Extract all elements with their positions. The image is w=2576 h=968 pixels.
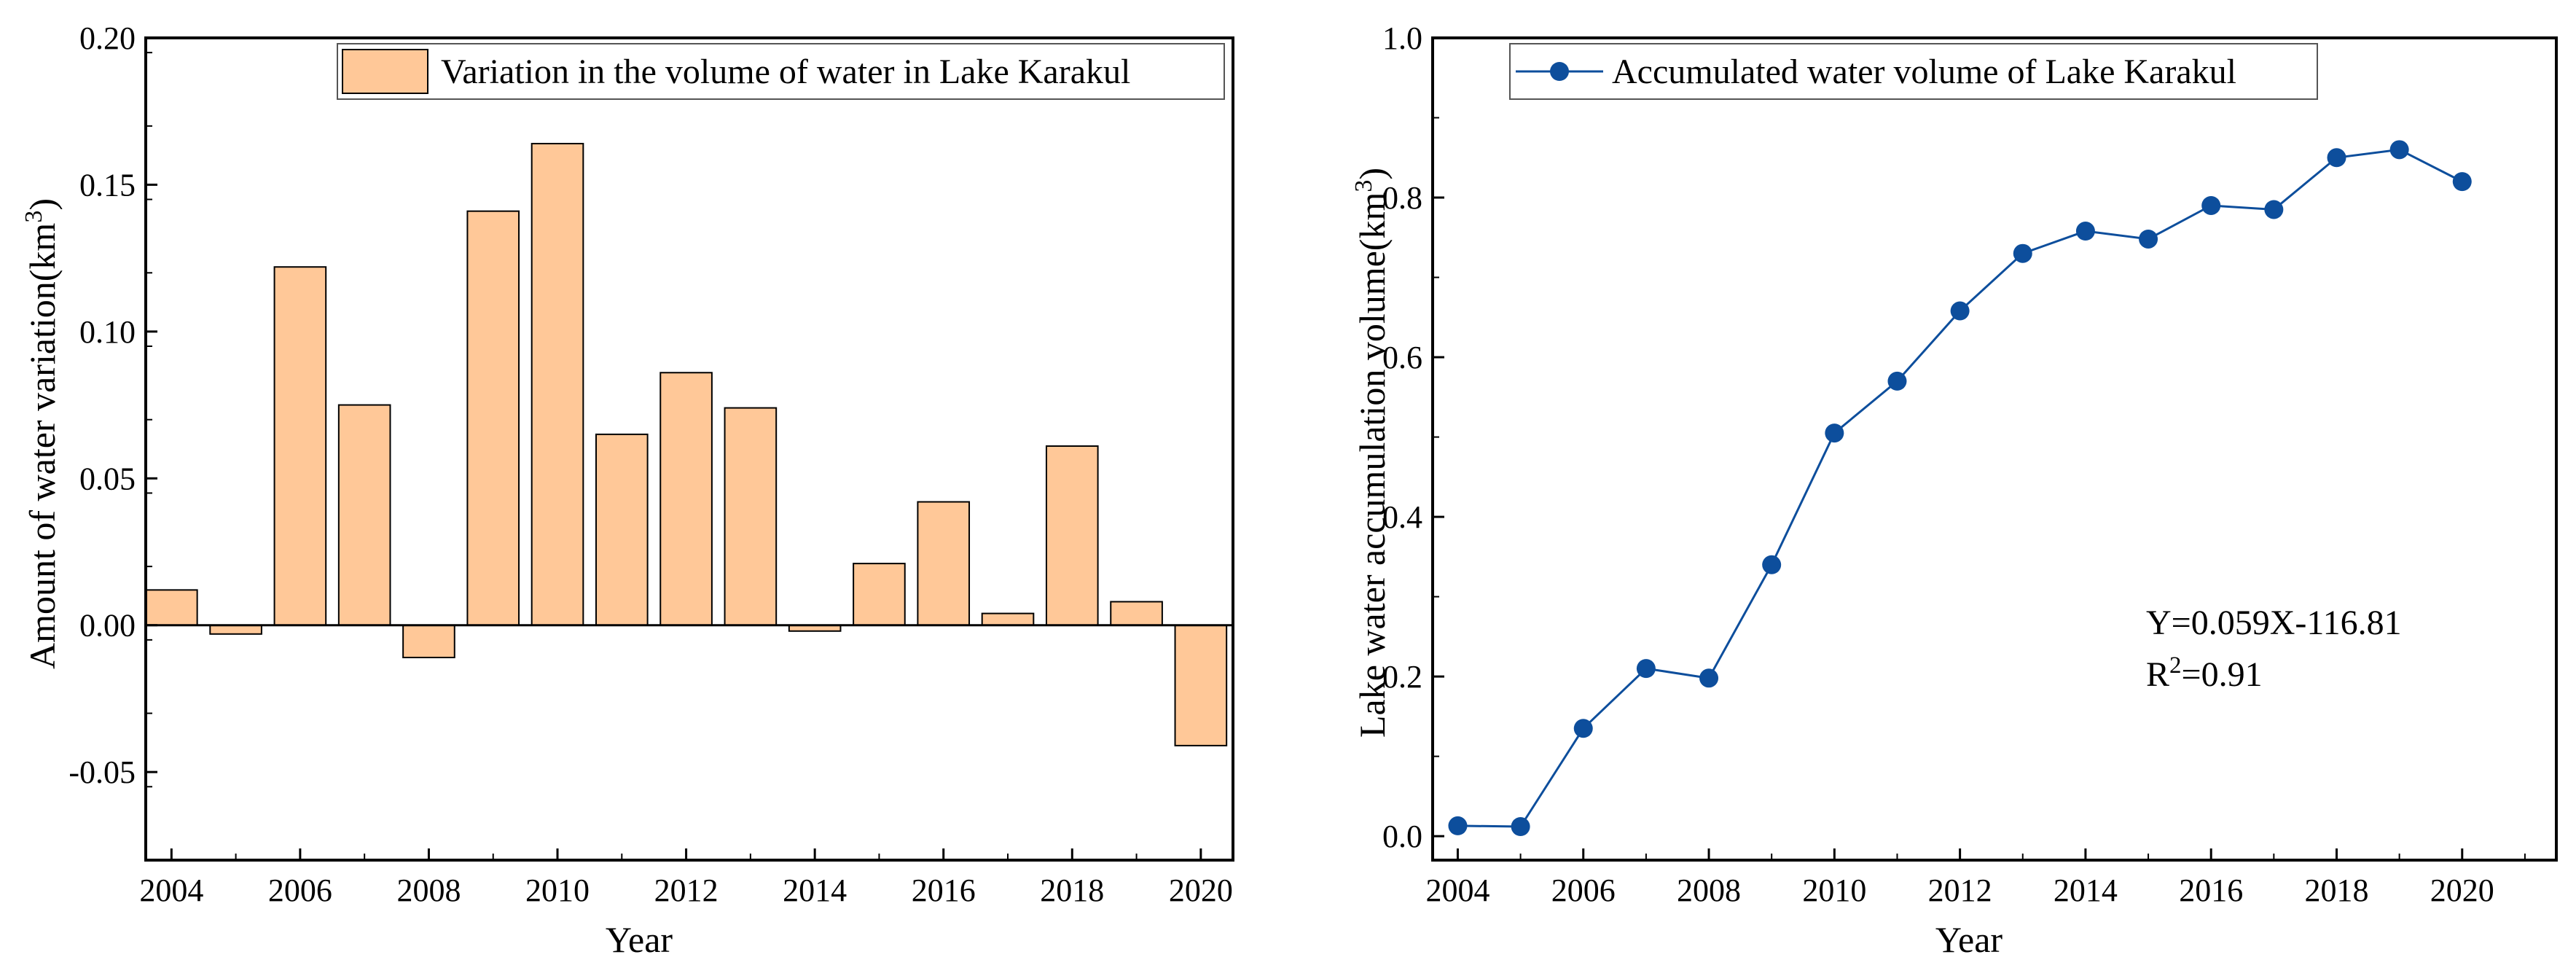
right-legend-box [1509, 43, 2318, 100]
right-points [1448, 140, 2472, 837]
bar-2006 [273, 266, 327, 626]
point-2010 [1825, 424, 1844, 443]
left-y-tick-label: 0.20 [79, 20, 136, 56]
right-x-ticks: 2004 2006 2008 2010 2012 2014 2016 2018 2020 [1425, 848, 2526, 908]
left-y-title-main: Amount of water variation(km [22, 223, 63, 669]
point-2012 [1950, 301, 1970, 321]
bar-2008 [402, 624, 455, 659]
left-legend-swatch [342, 49, 428, 94]
left-y-tick-label: 0.05 [79, 461, 136, 496]
point-2005 [1511, 817, 1530, 837]
right-legend: Accumulated water volume of Lake Karakul [1509, 43, 2318, 100]
right-x-axis-title: Year [1935, 919, 2003, 960]
right-y-title-sup: 3 [1350, 180, 1377, 192]
left-y-title-close: ) [22, 198, 63, 211]
right-x-tick-label: 2020 [2430, 873, 2494, 908]
bar-2005 [209, 624, 262, 635]
bar-2019 [1110, 601, 1163, 626]
left-x-tick-label: 2014 [783, 873, 847, 908]
bar-2010 [531, 143, 584, 626]
right-x-tick-label: 2006 [1551, 873, 1616, 908]
bar-2015 [853, 563, 906, 626]
left-x-tick-label: 2004 [139, 873, 203, 908]
left-x-tick-label: 2008 [396, 873, 461, 908]
left-plot-frame [144, 36, 1234, 862]
point-2020 [2452, 172, 2472, 192]
right-r-squared: R2=0.91 [2146, 652, 2263, 694]
bar-2004 [145, 589, 198, 626]
left-x-ticks: 2004 2006 2008 2010 2012 2014 2016 2018 2020 [139, 848, 1233, 908]
bar-2020 [1174, 624, 1228, 746]
right-x-tick-label: 2012 [1928, 873, 1992, 908]
right-x-tick-label: 2008 [1677, 873, 1741, 908]
left-x-tick-label: 2018 [1040, 873, 1104, 908]
right-plot-frame [1431, 36, 2558, 862]
point-2015 [2139, 229, 2158, 249]
right-y-tick-label: 0.4 [1382, 499, 1422, 535]
bar-2007 [337, 404, 391, 626]
point-2016 [2201, 195, 2221, 215]
right-x-tick-label: 2014 [2054, 873, 2118, 908]
point-2008 [1699, 668, 1719, 688]
left-y-tick-label: 0.15 [79, 167, 136, 203]
right-x-tick-label: 2018 [2304, 873, 2368, 908]
left-legend-box [337, 43, 1225, 100]
bar-2018 [1045, 445, 1099, 626]
right-line-chart: 0.00.20.40.60.81.0 2004 2006 2008 2010 2012 2… [1350, 20, 2558, 960]
right-y-tick-label: 0.0 [1382, 819, 1422, 854]
bar-2009 [466, 210, 520, 626]
r-squared-letter: R [2146, 655, 2169, 694]
left-legend: Variation in the volume of water in Lake… [337, 43, 1225, 100]
left-y-tick-label: -0.05 [68, 754, 136, 790]
point-2006 [1573, 719, 1593, 738]
left-y-tick-label: 0.10 [79, 314, 136, 350]
point-2019 [2389, 140, 2409, 160]
point-2018 [2327, 148, 2346, 168]
right-y-title-close: ) [1352, 168, 1393, 180]
left-x-tick-label: 2012 [654, 873, 719, 908]
point-2013 [2013, 243, 2032, 263]
point-2009 [1762, 555, 1782, 574]
left-bars [145, 143, 1228, 746]
left-x-tick-label: 2016 [912, 873, 976, 908]
r-squared-sup: 2 [2169, 652, 2182, 679]
point-2007 [1636, 659, 1656, 679]
left-y-title-sup: 3 [20, 211, 47, 223]
left-x-axis-title: Year [606, 919, 673, 960]
right-y-title-main: Lake water accumulation volume(km [1352, 192, 1393, 738]
left-x-tick-label: 2006 [268, 873, 332, 908]
point-2014 [2075, 222, 2095, 241]
right-x-tick-label: 2004 [1425, 873, 1489, 908]
point-2004 [1448, 816, 1468, 835]
left-y-axis-title: Amount of water variation(km3) [20, 198, 63, 669]
bar-2012 [659, 372, 713, 626]
right-legend-label: Accumulated water volume of Lake Karakul [1612, 52, 2236, 91]
r-squared-value: =0.91 [2182, 655, 2263, 694]
right-y-axis-title: Lake water accumulation volume(km3) [1350, 168, 1393, 738]
bar-2011 [595, 433, 649, 626]
right-y-ticks: 0.0 0.2 0.4 0.6 0.8 1.0 [1382, 20, 1444, 854]
right-equation: Y=0.059X-116.81 [2146, 604, 2402, 642]
bar-2016 [917, 501, 971, 626]
left-y-tick-label: 0.00 [79, 608, 136, 644]
bar-2017 [981, 612, 1035, 626]
right-legend-marker [1550, 62, 1569, 81]
point-2011 [1887, 371, 1907, 391]
left-legend-label: Variation in the volume of water in Lake… [441, 52, 1130, 91]
right-y-tick-label: 0.2 [1382, 659, 1422, 695]
right-y-tick-label: 0.8 [1382, 180, 1422, 216]
right-y-tick-label: 0.6 [1382, 340, 1422, 375]
point-2017 [2264, 200, 2284, 219]
right-x-tick-label: 2016 [2179, 873, 2243, 908]
bar-2013 [724, 407, 778, 626]
left-x-tick-label: 2020 [1169, 873, 1233, 908]
right-series-line [1457, 148, 2463, 828]
right-x-tick-label: 2010 [1802, 873, 1866, 908]
left-bar-chart: -0.050.000.050.100.150.20 2004 2006 2008 20… [20, 20, 1234, 960]
right-annotation: Y=0.059X-116.81 R2=0.91 [2146, 604, 2402, 694]
left-x-tick-label: 2010 [525, 873, 590, 908]
left-y-ticks: -0.05 0.00 0.05 0.10 0.15 0.20 [68, 20, 157, 861]
right-y-tick-label: 1.0 [1382, 20, 1422, 56]
